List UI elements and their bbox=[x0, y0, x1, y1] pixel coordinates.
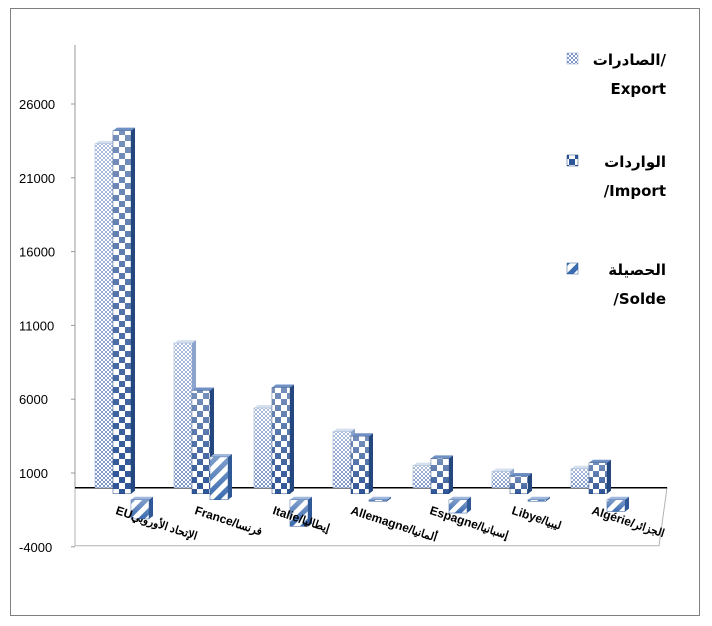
bar-top bbox=[431, 455, 453, 459]
bar-shade bbox=[571, 468, 589, 488]
bar-top bbox=[290, 496, 312, 500]
category-label-arabic: ليبيا bbox=[543, 516, 563, 533]
y-tick-label: 21000 bbox=[19, 171, 55, 186]
y-tick-label: -4000 bbox=[19, 540, 52, 555]
y-tick-label: 26000 bbox=[19, 97, 55, 112]
legend-label-line2: /Solde bbox=[613, 290, 666, 308]
bar-top bbox=[589, 459, 611, 463]
bar-2-4 bbox=[448, 496, 471, 514]
bar-2-5 bbox=[527, 496, 550, 502]
legend-label-line1: الواردات bbox=[604, 153, 666, 171]
bar-2-6 bbox=[606, 496, 629, 512]
bar-shade bbox=[174, 343, 192, 488]
bar-side bbox=[131, 127, 135, 494]
bar-0-3 bbox=[332, 428, 355, 489]
bar-top bbox=[528, 496, 550, 500]
y-tick-label: 6000 bbox=[19, 392, 48, 407]
bar-side bbox=[546, 496, 550, 502]
bar-0-5 bbox=[491, 468, 514, 489]
bar-1-3 bbox=[350, 433, 373, 495]
bar-1-0 bbox=[112, 127, 135, 495]
bar-1-4 bbox=[430, 455, 453, 495]
bar-shade bbox=[528, 499, 546, 502]
bar-shade bbox=[413, 465, 431, 488]
y-tick-label: 11000 bbox=[19, 318, 54, 333]
bar-top bbox=[449, 496, 471, 500]
bar-shade bbox=[369, 499, 387, 502]
bar-top bbox=[607, 496, 629, 500]
bar-side bbox=[149, 496, 153, 519]
bar-shade bbox=[95, 143, 113, 488]
legend-label-line2: /Import bbox=[604, 182, 666, 200]
bar-top bbox=[113, 127, 135, 131]
bar-top bbox=[174, 340, 196, 344]
bar-side bbox=[467, 496, 471, 514]
bar-shade bbox=[131, 499, 149, 519]
bar-shade bbox=[449, 499, 467, 514]
bar-shade bbox=[210, 456, 228, 500]
bar-shade bbox=[333, 431, 351, 488]
bar-top bbox=[492, 468, 514, 472]
bar-shade bbox=[607, 499, 625, 512]
bar-1-5 bbox=[509, 473, 532, 495]
bar-0-1 bbox=[173, 340, 196, 489]
bar-top bbox=[333, 428, 355, 432]
legend-item: الصادرات/Export bbox=[566, 51, 667, 98]
bar-side bbox=[528, 473, 532, 494]
y-tick-group: -4000 1000 6000 11000 16000 21000 26000 bbox=[19, 97, 75, 555]
bar-2-1 bbox=[209, 453, 232, 501]
bar-top bbox=[254, 405, 276, 409]
bar-top bbox=[369, 496, 391, 500]
bar-2-0 bbox=[130, 496, 153, 520]
bar-side bbox=[308, 496, 312, 527]
legend-swatch bbox=[566, 262, 579, 275]
bar-side bbox=[607, 459, 611, 494]
chart-area: -4000 1000 6000 11000 16000 21000 26000 EUالإت… bbox=[10, 8, 700, 616]
bar-shade bbox=[192, 390, 210, 494]
bar-group bbox=[94, 127, 629, 527]
bar-1-6 bbox=[588, 459, 611, 495]
legend-label-line2: Export bbox=[610, 80, 666, 98]
bar-shade bbox=[589, 462, 607, 494]
bar-shade bbox=[290, 499, 308, 527]
bar-top bbox=[210, 453, 232, 457]
bar-side bbox=[369, 433, 373, 494]
bar-top bbox=[351, 433, 373, 437]
legend-swatch bbox=[566, 52, 579, 65]
bar-shade bbox=[272, 387, 290, 494]
bar-shade bbox=[113, 130, 131, 494]
bar-top bbox=[192, 387, 214, 391]
bar-shade bbox=[431, 458, 449, 494]
bar-side bbox=[228, 453, 232, 500]
y-tick-label: 16000 bbox=[19, 245, 55, 260]
bar-top bbox=[272, 384, 294, 388]
category-label-latin: EU bbox=[114, 503, 134, 521]
bar-side bbox=[625, 496, 629, 512]
legend-item: الواردات/Import bbox=[566, 153, 666, 200]
bar-1-1 bbox=[191, 387, 214, 495]
bar-side bbox=[387, 496, 391, 502]
bar-shade bbox=[254, 408, 272, 488]
bar-top bbox=[413, 462, 435, 466]
bar-2-3 bbox=[368, 496, 391, 502]
legend-label-line1: الحصيلة bbox=[608, 261, 666, 279]
y-tick-label: 1000 bbox=[19, 466, 48, 481]
bar-top bbox=[95, 140, 117, 144]
legend-label-line1: الصادرات/ bbox=[593, 51, 667, 69]
bar-side bbox=[449, 455, 453, 494]
bar-side bbox=[290, 384, 294, 494]
bar-top bbox=[510, 473, 532, 477]
legend: الصادرات/Export الواردات/Import الحصيلة/So… bbox=[566, 51, 667, 308]
bar-shade bbox=[351, 436, 369, 494]
legend-swatch bbox=[566, 154, 579, 167]
bar-top bbox=[571, 465, 593, 469]
legend-item: الحصيلة/Solde bbox=[566, 261, 666, 308]
bar-shade bbox=[492, 471, 510, 488]
bar-2-2 bbox=[289, 496, 312, 527]
bar-1-2 bbox=[271, 384, 294, 495]
bar-top bbox=[131, 496, 153, 500]
bar-shade bbox=[510, 476, 528, 494]
